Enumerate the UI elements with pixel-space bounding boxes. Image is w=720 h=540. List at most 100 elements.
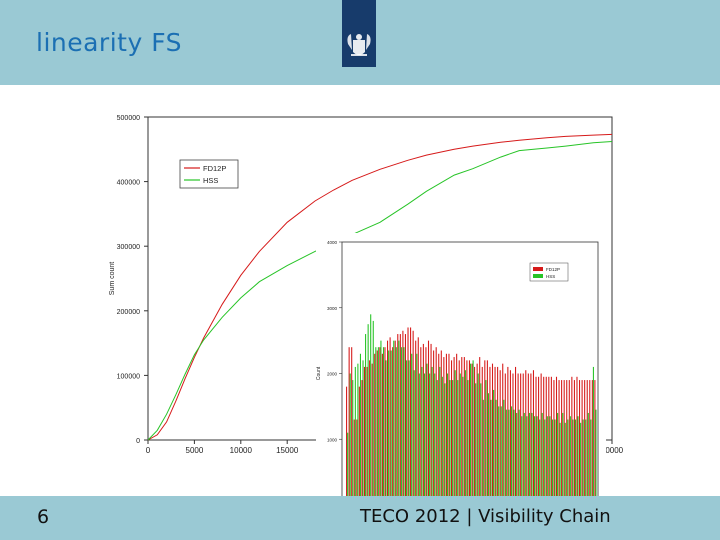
inset-bar-fd12p — [594, 380, 596, 505]
inset-bar-fd12p — [458, 360, 460, 505]
inset-bar-hss — [354, 366, 356, 505]
inset-bar-fd12p — [566, 380, 568, 505]
inset-bar-hss — [457, 380, 459, 505]
inset-bar-hss — [493, 389, 495, 505]
inset-bar-fd12p — [389, 337, 391, 505]
inset-bar-fd12p — [481, 366, 483, 505]
inset-bar-hss — [416, 353, 418, 505]
inset-bar-hss — [439, 366, 441, 505]
footer-text: TECO 2012 | Visibility Chain — [360, 506, 611, 527]
inset-y-tick-label: 4000 — [327, 240, 338, 245]
inset-bar-hss — [390, 350, 392, 505]
inset-bar-fd12p — [550, 376, 552, 505]
inset-bar-fd12p — [353, 419, 355, 505]
inset-legend-label: HSS — [546, 274, 555, 279]
inset-bar-fd12p — [540, 373, 542, 505]
inset-bar-hss — [362, 360, 364, 505]
inset-bar-hss — [449, 380, 451, 505]
inset-bar-fd12p — [374, 353, 376, 505]
inset-bar-fd12p — [399, 334, 401, 505]
inset-bar-fd12p — [561, 380, 563, 505]
inset-bar-fd12p — [530, 373, 532, 505]
inset-bar-hss — [403, 347, 405, 505]
inset-bar-fd12p — [589, 380, 591, 505]
inset-bar-fd12p — [440, 350, 442, 505]
inset-bar-hss — [487, 393, 489, 505]
inset-bar-fd12p — [410, 327, 412, 505]
inset-bar-hss — [498, 406, 500, 505]
inset-bar-fd12p — [443, 357, 445, 505]
inset-bar-hss — [564, 422, 566, 505]
inset-bar-fd12p — [558, 380, 560, 505]
main-chart: 0500010000150002000025000300003500040000… — [109, 115, 624, 505]
inset-bar-fd12p — [453, 357, 455, 505]
inset-bar-hss — [470, 363, 472, 505]
inset-bar-fd12p — [445, 353, 447, 505]
inset-bar-hss — [559, 422, 561, 505]
inset-bar-fd12p — [555, 376, 558, 505]
inset-bar-fd12p — [579, 380, 581, 505]
inset-bar-fd12p — [394, 340, 396, 505]
main-y-tick-label: 500000 — [117, 115, 140, 122]
inset-bar-fd12p — [425, 347, 427, 505]
inset-bar-hss — [377, 347, 379, 505]
main-y-tick-label: 0 — [136, 438, 140, 445]
inset-bar-fd12p — [538, 376, 540, 505]
inset-bar-hss — [431, 366, 433, 505]
inset-bar-hss — [426, 363, 428, 505]
inset-bar-hss — [365, 334, 367, 505]
inset-bar-fd12p — [427, 340, 430, 505]
main-x-tick-label: 10000 — [230, 446, 253, 455]
inset-bar-fd12p — [568, 380, 570, 505]
inset-legend-swatch — [533, 274, 543, 278]
inset-bar-hss — [582, 419, 584, 505]
inset-bar-fd12p — [489, 366, 491, 505]
inset-bar-hss — [521, 416, 523, 505]
inset-bar-fd12p — [499, 370, 501, 505]
inset-y-tick-label: 2000 — [327, 372, 338, 377]
inset-bar-fd12p — [422, 343, 424, 505]
inset-bar-fd12p — [497, 366, 499, 505]
inset-bar-hss — [393, 340, 395, 505]
inset-bar-fd12p — [479, 357, 481, 505]
inset-bar-hss — [370, 314, 372, 505]
inset-bar-hss — [505, 409, 507, 505]
inset-bar-fd12p — [576, 376, 578, 505]
inset-bar-fd12p — [387, 340, 389, 505]
inset-bar-hss — [508, 409, 510, 505]
inset-bar-fd12p — [358, 386, 360, 505]
inset-bar-fd12p — [581, 380, 583, 505]
inset-bar-fd12p — [371, 363, 373, 505]
inset-bar-hss — [569, 416, 571, 505]
inset-bar-fd12p — [435, 347, 437, 505]
page-number: 6 — [37, 506, 50, 528]
inset-bar-fd12p — [545, 376, 547, 505]
inset-bar-hss — [352, 380, 354, 505]
inset-bar-fd12p — [412, 330, 414, 505]
inset-bar-hss — [452, 380, 454, 505]
inset-bar-fd12p — [369, 360, 371, 505]
inset-bar-hss — [534, 416, 536, 505]
inset-bar-fd12p — [438, 353, 440, 505]
inset-bar-hss — [531, 412, 533, 505]
inset-bar-hss — [436, 380, 438, 505]
inset-bar-hss — [503, 399, 505, 505]
inset-bar-fd12p — [548, 376, 550, 505]
inset-bar-fd12p — [584, 380, 586, 505]
inset-bar-hss — [408, 360, 410, 505]
slide-title: linearity FS — [36, 28, 183, 57]
inset-bar-hss — [372, 320, 374, 505]
inset-bar-fd12p — [525, 370, 527, 505]
inset-bar-hss — [482, 399, 484, 505]
inset-bar-hss — [462, 376, 464, 505]
inset-bar-hss — [536, 416, 538, 505]
inset-bar-hss — [477, 373, 479, 505]
inset-legend-label: FD12P — [546, 267, 560, 272]
inset-bar-hss — [454, 370, 456, 505]
inset-bar-fd12p — [515, 366, 517, 505]
inset-bar-hss — [357, 363, 359, 505]
inset-bar-hss — [411, 353, 413, 505]
inset-bar-hss — [429, 373, 431, 505]
inset-bar-hss — [590, 419, 592, 505]
inset-bar-hss — [375, 347, 377, 505]
